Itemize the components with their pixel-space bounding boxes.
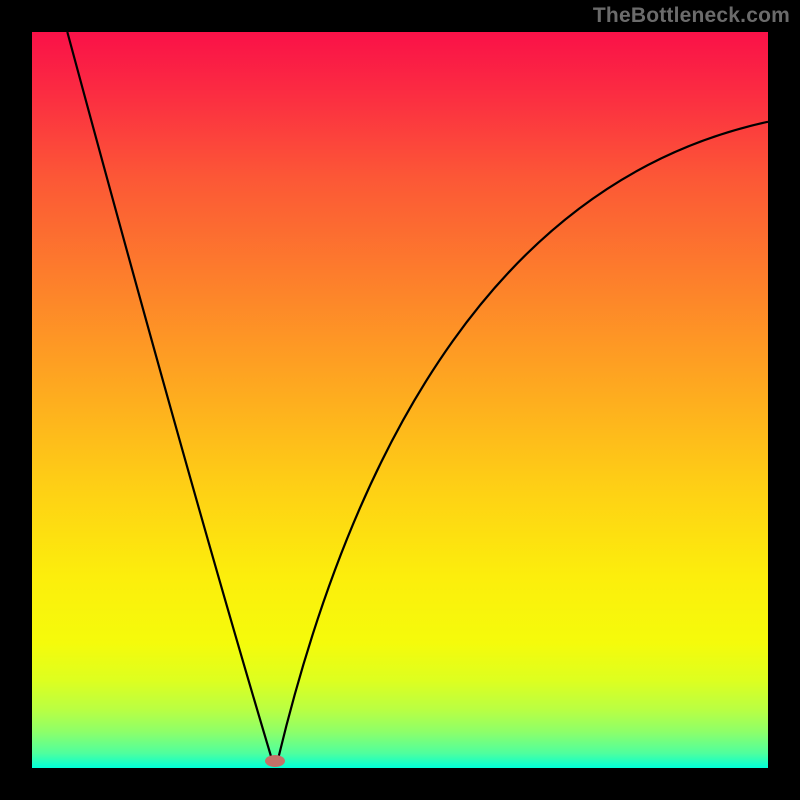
minimum-marker [265,755,285,767]
watermark-label: TheBottleneck.com [593,4,790,28]
curve-left-branch [67,32,271,757]
plot-area [32,32,768,768]
curve-right-branch [279,122,768,757]
bottleneck-curve [32,32,768,768]
chart-canvas: TheBottleneck.com [0,0,800,800]
